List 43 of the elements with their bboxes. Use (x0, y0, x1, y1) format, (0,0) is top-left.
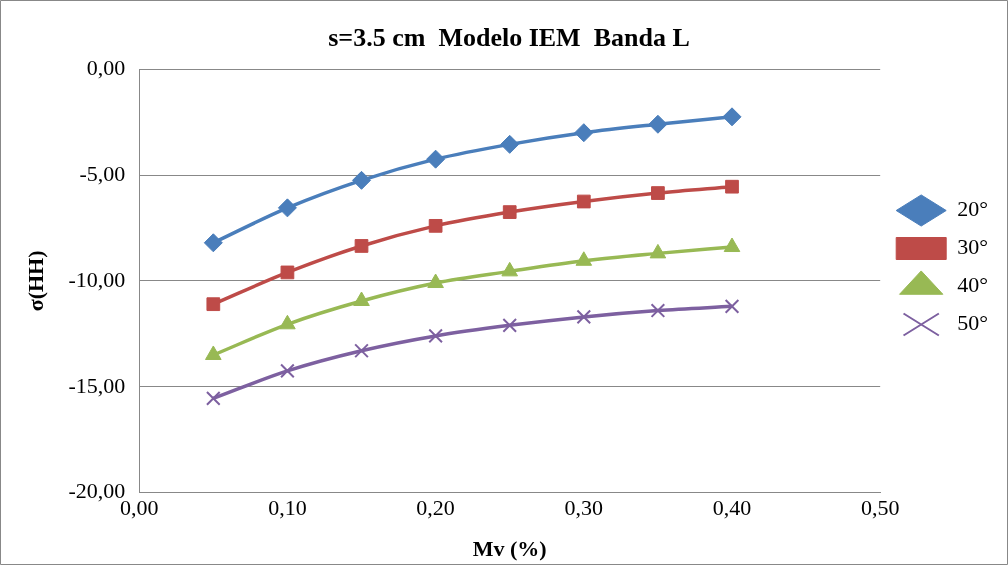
point (203, 233, 223, 253)
x-tick-label: 0,20 (416, 494, 455, 520)
x-tick-label: 0,40 (712, 494, 752, 520)
point (206, 297, 221, 312)
legend-label: 40° (957, 272, 989, 298)
y-tick-label: -5,00 (79, 160, 126, 186)
point (352, 170, 372, 190)
point (205, 391, 221, 406)
point (648, 114, 668, 134)
chart-title: s=3.5 cm Modelo IEM Banda L (328, 23, 690, 53)
x-axis-title: Mv (%) (472, 536, 547, 562)
point (651, 186, 665, 200)
y-tick-label: -15,00 (68, 372, 126, 398)
point (723, 237, 741, 253)
y-tick-label: -10,00 (68, 266, 126, 292)
point (502, 205, 517, 219)
point (354, 239, 369, 253)
point (428, 328, 443, 344)
point (280, 265, 295, 280)
point (354, 343, 369, 359)
y-tick-label: 0,00 (86, 54, 126, 80)
legend-label: 50° (957, 310, 989, 336)
point (427, 273, 444, 289)
point (724, 298, 740, 314)
point (576, 309, 592, 325)
x-tick-label: 0,30 (564, 494, 604, 520)
point (428, 218, 443, 233)
point (722, 107, 742, 127)
x-tick-label: 0,50 (860, 494, 900, 520)
x-tick-label: 0,10 (268, 494, 307, 520)
point (277, 198, 297, 218)
point (280, 363, 295, 379)
point (353, 291, 370, 307)
legend-label: 30° (957, 234, 989, 260)
point (574, 123, 594, 143)
legend-label: 20° (957, 196, 989, 222)
point (502, 317, 518, 333)
point (650, 303, 666, 318)
point (576, 194, 591, 209)
point (500, 134, 520, 154)
point (725, 179, 739, 194)
y-axis-title: σ(HH) (22, 250, 48, 312)
point (426, 149, 446, 169)
